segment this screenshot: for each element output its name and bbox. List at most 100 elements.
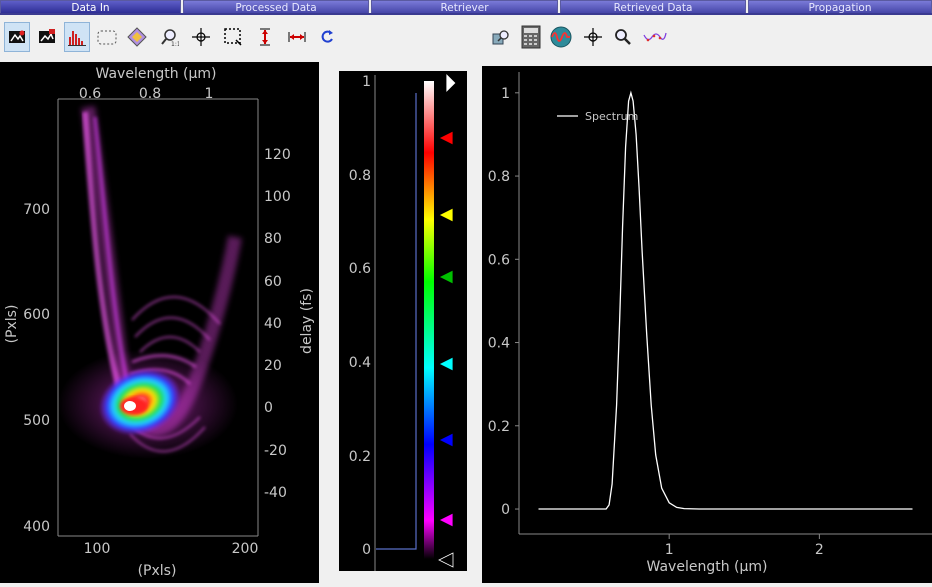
load-data-button[interactable] <box>34 22 60 52</box>
histogram-tick-label: 1 <box>362 74 371 90</box>
select-region-icon <box>224 28 242 46</box>
calculator-button[interactable] <box>518 22 544 52</box>
histogram-curve <box>376 93 417 550</box>
bottom-tick-label: 200 <box>232 541 259 557</box>
colorbar-handles <box>436 72 457 568</box>
horizontal-span-button[interactable] <box>284 22 310 52</box>
zoom-icon <box>615 29 631 45</box>
crosshair-icon <box>584 28 602 46</box>
right-tick-label: 80 <box>264 231 282 247</box>
load-data-icon <box>39 29 55 43</box>
roi-icon <box>97 30 117 45</box>
bottom-axis-label: (Pxls) <box>138 563 177 579</box>
right-tick-label: 40 <box>264 316 282 332</box>
histogram-button[interactable] <box>64 22 90 52</box>
refresh-button[interactable] <box>314 22 340 52</box>
tab-data-in[interactable]: Data In <box>0 0 181 13</box>
vertical-span-button[interactable] <box>252 22 278 52</box>
histogram-icon <box>68 31 86 46</box>
spectrum-y-tick-label: 0.2 <box>488 419 510 435</box>
zoom-fit-icon <box>492 30 509 45</box>
colorbar-handle[interactable] <box>438 512 454 528</box>
load-trace-button[interactable] <box>4 22 30 52</box>
tab-retriever[interactable]: Retriever <box>371 0 558 13</box>
left-axis-label: (Pxls) <box>4 305 20 344</box>
left-tick-label: 400 <box>23 519 50 535</box>
spectrum-y-tick-label: 0.6 <box>488 252 510 268</box>
trace-toolbar: 1:1 <box>4 22 344 56</box>
zoom-reset-icon: 1:1 <box>161 29 179 47</box>
spectrum-x-axis-label: Wavelength (µm) <box>647 559 768 575</box>
horizontal-span-icon <box>288 32 306 42</box>
zoom-fit-button[interactable] <box>488 22 514 52</box>
bottom-tick-label: 100 <box>84 541 111 557</box>
select-region-button[interactable] <box>220 22 246 52</box>
left-tick-label: 500 <box>23 413 50 429</box>
main-tab-bar: Data In Processed Data Retriever Retriev… <box>0 0 932 15</box>
right-axis-label: delay (fs) <box>299 288 315 354</box>
spectrum-series-line <box>538 90 913 510</box>
crosshair-button[interactable] <box>188 22 214 52</box>
histogram-tick-label: 0.2 <box>349 449 371 465</box>
histogram-tick-label: 0.4 <box>349 355 371 371</box>
left-tick-label: 600 <box>23 307 50 323</box>
top-tick-label: 0.6 <box>79 86 101 102</box>
histogram-tick-label: 0.6 <box>349 261 371 277</box>
top-axis-label: Wavelength (µm) <box>96 66 217 82</box>
tab-processed-data[interactable]: Processed Data <box>183 0 369 13</box>
tab-propagation[interactable]: Propagation <box>748 0 932 13</box>
spectrum-y-ticks: 1 0.8 0.6 0.4 0.2 0 <box>488 86 519 518</box>
tab-bar-divider <box>0 13 932 15</box>
zoom-reset-button[interactable]: 1:1 <box>156 22 182 52</box>
trace-plot-panel: Wavelength (µm) 0.6 0.8 1 700 600 500 40… <box>0 62 319 583</box>
right-tick-label: 100 <box>264 189 291 205</box>
curve-icon <box>643 32 667 42</box>
histogram-tick-label: 0.8 <box>349 168 371 184</box>
colorbar-handle[interactable] <box>438 432 454 448</box>
roi-button[interactable] <box>94 22 120 52</box>
spectrum-toolbar <box>488 22 678 56</box>
calculator-icon <box>521 25 541 49</box>
oscilloscope-icon <box>550 26 572 48</box>
colorbar-gradient <box>424 81 434 559</box>
tab-retrieved-data[interactable]: Retrieved Data <box>560 0 746 13</box>
histogram-lut[interactable]: 1 0.8 0.6 0.4 0.2 0 <box>339 71 467 571</box>
left-tick-label: 700 <box>23 202 50 218</box>
right-tick-label: 120 <box>264 147 291 163</box>
colorbar-handle[interactable] <box>438 207 454 223</box>
trace-heatmap <box>58 105 242 459</box>
histogram-lut-panel: 1 0.8 0.6 0.4 0.2 0 <box>339 71 467 571</box>
crosshair-button-2[interactable] <box>580 22 606 52</box>
spectrum-x-tick-label: 2 <box>815 542 824 558</box>
top-tick-label: 0.8 <box>139 86 161 102</box>
colormap-button[interactable] <box>124 22 150 52</box>
legend-label: Spectrum <box>585 110 638 123</box>
colormap-icon <box>127 27 147 47</box>
colorbar-handle[interactable] <box>436 72 457 94</box>
colorbar-handle[interactable] <box>438 552 454 568</box>
svg-text:1:1: 1:1 <box>171 41 179 47</box>
spectrum-y-tick-label: 1 <box>501 86 510 102</box>
right-tick-label: -20 <box>264 443 287 459</box>
colorbar-handle[interactable] <box>438 356 454 372</box>
right-tick-label: 60 <box>264 274 282 290</box>
spectrum-x-tick-label: 1 <box>665 542 674 558</box>
zoom-button[interactable] <box>610 22 636 52</box>
top-tick-label: 1 <box>205 86 214 102</box>
curve-button[interactable] <box>642 22 668 52</box>
vertical-span-icon <box>260 28 270 46</box>
refresh-icon <box>321 30 333 43</box>
histogram-tick-label: 0 <box>362 542 371 558</box>
spectrum-y-tick-label: 0.4 <box>488 336 510 352</box>
oscilloscope-button[interactable] <box>548 22 574 52</box>
right-tick-label: 0 <box>264 400 273 416</box>
right-tick-label: -40 <box>264 485 287 501</box>
load-trace-icon <box>9 30 25 43</box>
colorbar-handle[interactable] <box>438 130 454 146</box>
colorbar-handle[interactable] <box>438 269 454 285</box>
trace-plot[interactable]: Wavelength (µm) 0.6 0.8 1 700 600 500 40… <box>0 62 319 583</box>
spectrum-y-tick-label: 0.8 <box>488 169 510 185</box>
crosshair-icon <box>192 28 210 46</box>
